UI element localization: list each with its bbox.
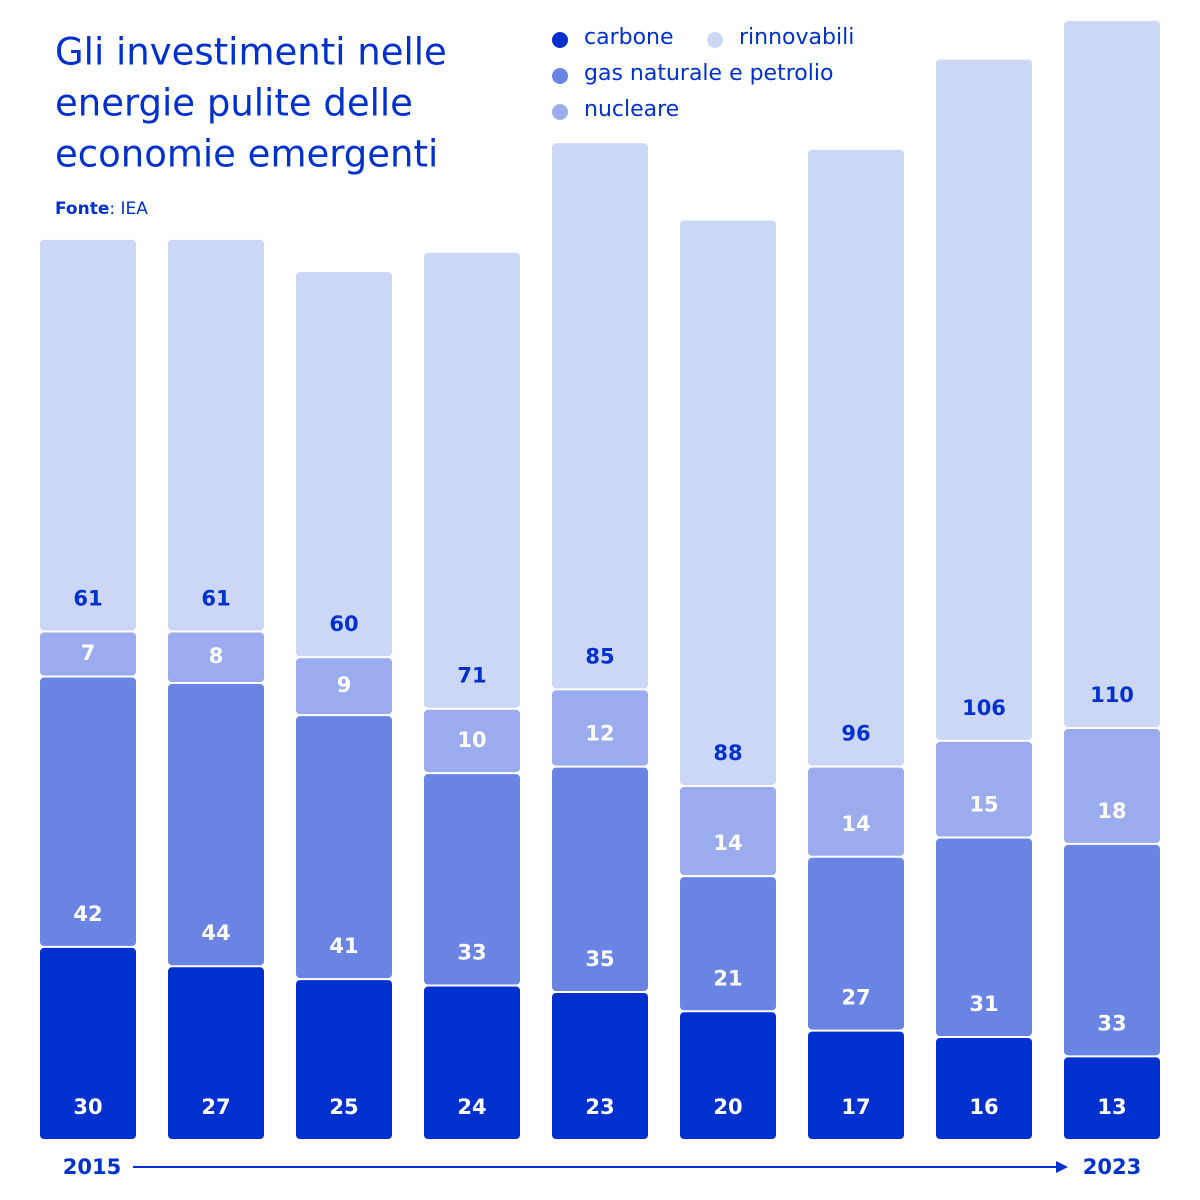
value-label: 42 <box>73 902 102 926</box>
bar-segment <box>168 967 264 1139</box>
value-label: 27 <box>201 1095 230 1119</box>
arrow-head <box>1056 1161 1068 1173</box>
value-label: 71 <box>457 664 486 688</box>
source: Fonte: IEA <box>55 199 148 219</box>
chart-title: energie pulite delle <box>55 82 413 125</box>
value-label: 44 <box>201 921 230 945</box>
bar-segment <box>1064 729 1160 843</box>
value-label: 41 <box>329 934 358 958</box>
value-label: 60 <box>329 612 358 636</box>
bar-segment <box>296 980 392 1139</box>
bar-segment <box>296 272 392 657</box>
value-label: 18 <box>1097 799 1126 823</box>
value-label: 23 <box>585 1095 614 1119</box>
bar-segment <box>552 992 648 1139</box>
value-label: 33 <box>457 941 486 965</box>
value-label: 24 <box>457 1095 486 1119</box>
bar-segment <box>424 252 520 708</box>
source-text: : IEA <box>109 199 148 219</box>
value-label: 10 <box>457 728 486 752</box>
value-label: 16 <box>969 1095 998 1119</box>
legend-label: carbone <box>584 25 674 50</box>
value-label: 12 <box>585 722 614 746</box>
bar-segment <box>936 838 1032 1037</box>
chart-title: Gli investimenti nelle <box>55 31 447 74</box>
chart-title: economie emergenti <box>55 133 438 176</box>
source-label: Fonte <box>55 199 109 219</box>
bar-segment <box>168 239 264 631</box>
value-label: 8 <box>209 644 224 668</box>
value-label: 25 <box>329 1095 358 1119</box>
bar-segment <box>680 220 776 785</box>
legend-label: gas naturale e petrolio <box>584 61 833 86</box>
bar-segment <box>1064 1057 1160 1139</box>
bar-segment <box>424 774 520 985</box>
value-label: 30 <box>73 1095 102 1119</box>
bar-segment <box>40 947 136 1139</box>
bar-segment <box>680 786 776 876</box>
value-label: 9 <box>337 673 352 697</box>
bar-segment <box>1064 844 1160 1056</box>
value-label: 21 <box>713 966 742 990</box>
value-label: 110 <box>1090 683 1134 707</box>
value-label: 15 <box>969 792 998 816</box>
legend-label: nucleare <box>584 97 679 122</box>
value-label: 27 <box>841 986 870 1010</box>
value-label: 17 <box>841 1095 870 1119</box>
bar-segment <box>296 658 392 715</box>
bar-segment <box>40 632 136 676</box>
value-label: 31 <box>969 992 998 1016</box>
bar-segment <box>936 741 1032 837</box>
legend-swatch <box>552 104 568 120</box>
value-label: 35 <box>585 947 614 971</box>
value-label: 85 <box>585 644 614 668</box>
value-label: 33 <box>1097 1011 1126 1035</box>
legend-swatch <box>552 68 568 84</box>
bar-segment <box>552 767 648 991</box>
value-label: 106 <box>962 696 1006 720</box>
value-label: 14 <box>841 812 870 836</box>
x-tick-label: 2023 <box>1083 1155 1141 1179</box>
bar-segment <box>680 1012 776 1139</box>
bar-segment <box>1064 21 1160 728</box>
value-label: 20 <box>713 1095 742 1119</box>
bar-segment <box>168 683 264 966</box>
bar-segment <box>808 149 904 766</box>
value-label: 13 <box>1097 1095 1126 1119</box>
legend-swatch <box>707 32 723 48</box>
x-tick-label: 2015 <box>63 1155 121 1179</box>
bar-segment <box>40 239 136 631</box>
bar-segment <box>168 632 264 682</box>
bar-segment <box>680 877 776 1011</box>
bar-segment <box>936 59 1032 740</box>
bar-segment <box>808 857 904 1030</box>
bar-segment <box>808 1031 904 1139</box>
value-label: 14 <box>713 831 742 855</box>
bar-segment <box>296 716 392 979</box>
value-label: 61 <box>201 586 230 610</box>
bar-segment <box>936 1038 1032 1139</box>
bar-segment <box>552 690 648 766</box>
value-label: 7 <box>81 641 96 665</box>
bar-segment <box>552 143 648 689</box>
bar-segment <box>424 986 520 1139</box>
legend-label: rinnovabili <box>739 25 854 50</box>
bar-segment <box>40 677 136 946</box>
bar-segment <box>808 767 904 856</box>
value-label: 61 <box>73 586 102 610</box>
value-label: 88 <box>713 741 742 765</box>
legend-swatch <box>552 32 568 48</box>
bar-segment <box>424 709 520 773</box>
value-label: 96 <box>841 722 870 746</box>
